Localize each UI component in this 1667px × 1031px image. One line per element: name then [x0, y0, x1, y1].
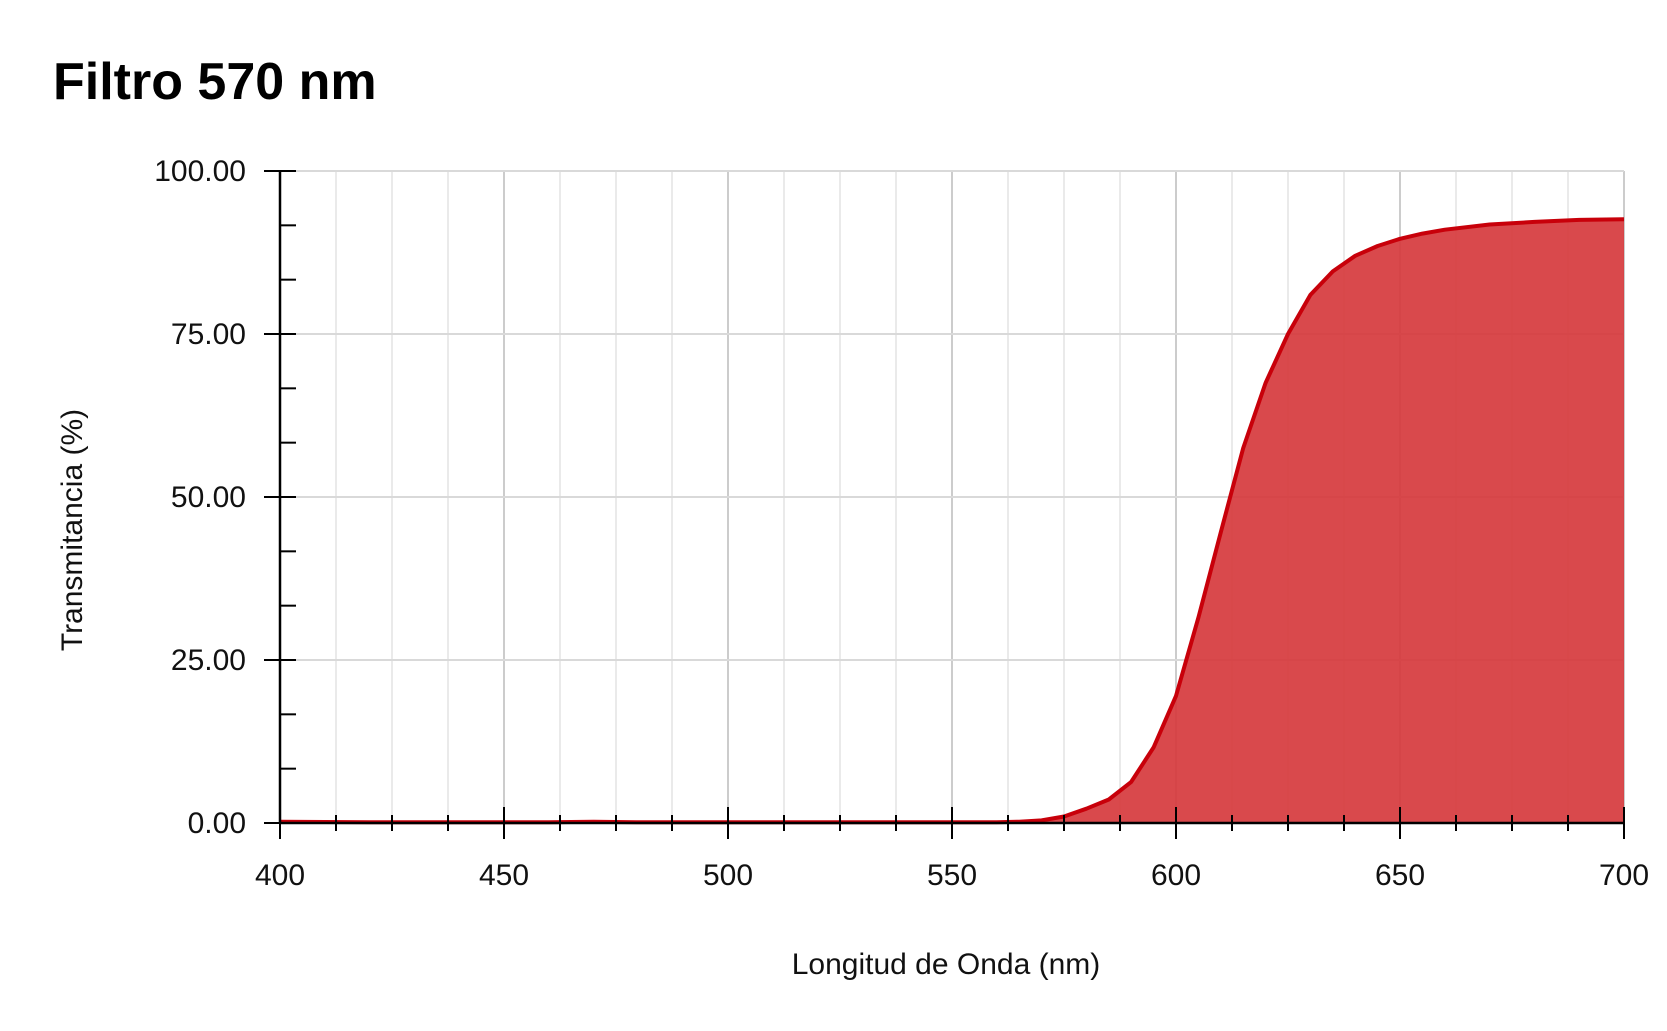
y-tick-label: 100.00 — [154, 155, 246, 188]
y-axis-title: Transmitancia (%) — [56, 409, 89, 651]
y-tick-label: 75.00 — [171, 318, 246, 351]
x-tick-label: 400 — [255, 859, 305, 892]
x-tick-label: 650 — [1375, 859, 1425, 892]
y-tick-label: 50.00 — [171, 481, 246, 514]
transmittance-area — [280, 219, 1624, 823]
y-tick-label: 0.00 — [188, 807, 246, 840]
axes — [264, 170, 1625, 839]
x-axis-title: Longitud de Onda (nm) — [792, 948, 1101, 981]
x-tick-label: 550 — [927, 859, 977, 892]
x-tick-label: 500 — [703, 859, 753, 892]
tick-labels: 400 450 500 550 600 650 700 0.00 25.00 50.00 75.00… — [154, 155, 1649, 892]
y-tick-label: 25.00 — [171, 644, 246, 677]
chart-title: Filtro 570 nm — [53, 53, 377, 111]
x-tick-label: 450 — [479, 859, 529, 892]
x-tick-label: 600 — [1151, 859, 1201, 892]
x-tick-label: 700 — [1599, 859, 1649, 892]
